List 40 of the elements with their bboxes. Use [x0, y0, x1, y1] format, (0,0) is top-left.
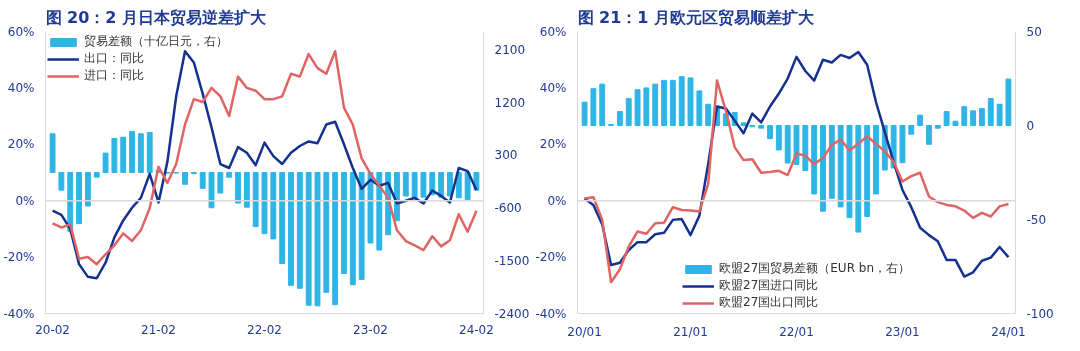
x-tick-label: 20/01 [567, 324, 602, 339]
y-tick-label: -20% [535, 250, 567, 265]
x-tick-label: 22-02 [247, 322, 282, 337]
y-tick-label: 60% [539, 24, 567, 39]
x-tick-label: 23-02 [353, 322, 388, 337]
y2-tick-label: -100 [1026, 307, 1054, 321]
y2-tick-label: 300 [494, 148, 518, 163]
y2-tick-label: 0 [1026, 119, 1035, 133]
x-tick-label: 22/01 [779, 324, 814, 339]
x-tick-label: 21/01 [673, 324, 708, 339]
legend-label: 贸易差额（十亿日元，右） [84, 33, 228, 50]
y-tick-label: -40% [3, 306, 35, 321]
legend-label: 出口：同比 [84, 50, 144, 67]
x-tick-label: 20-02 [35, 322, 70, 337]
y-tick-label: 20% [7, 137, 35, 152]
chart-title: 图 20：2 月日本贸易逆差扩大 [45, 7, 268, 27]
y-tick-label: 60% [7, 24, 35, 39]
y-tick-label: 20% [539, 137, 567, 152]
legend-label: 欧盟27国出口同比 [718, 294, 819, 311]
x-tick-label: 21-02 [141, 322, 176, 337]
y2-tick-label: -1500 [494, 254, 530, 269]
x-tick-label: 23/01 [885, 324, 920, 339]
y2-tick-label: -50 [1026, 213, 1047, 227]
y2-tick-label: 50 [1026, 25, 1042, 39]
y-tick-label: 0% [547, 193, 567, 208]
x-tick-label: 24/01 [991, 324, 1026, 339]
y-tick-label: 40% [539, 80, 567, 95]
y-tick-label: 0% [15, 193, 35, 208]
y2-tick-label: 2100 [494, 42, 526, 57]
y-tick-label: -20% [3, 250, 35, 265]
legend-label: 欧盟27国进口同比 [718, 277, 819, 294]
y2-tick-label: -600 [494, 201, 522, 216]
chart-title: 图 21：1 月欧元区贸易顺差扩大 [577, 7, 816, 27]
legend-label: 欧盟27国贸易差额（EUR bn，右） [718, 260, 911, 277]
x-tick-label: 24-02 [459, 322, 494, 337]
y2-tick-label: -2400 [494, 307, 530, 321]
y2-tick-label: 1200 [494, 95, 526, 110]
legend-label: 进口：同比 [84, 67, 144, 84]
y-tick-label: -40% [535, 306, 567, 321]
y-tick-label: 40% [7, 80, 35, 95]
